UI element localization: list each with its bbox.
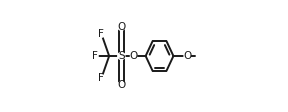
Circle shape [118,82,124,88]
Text: F: F [92,51,98,61]
Circle shape [92,53,98,59]
Text: O: O [183,51,191,61]
Text: O: O [129,51,138,61]
Text: O: O [117,80,126,90]
Text: F: F [98,29,104,39]
Text: S: S [118,51,125,61]
Circle shape [118,52,125,60]
Text: F: F [98,73,104,83]
Circle shape [98,31,105,37]
Text: O: O [117,22,126,32]
Circle shape [118,24,124,30]
Circle shape [184,53,190,59]
Circle shape [130,53,137,59]
Circle shape [98,75,105,81]
